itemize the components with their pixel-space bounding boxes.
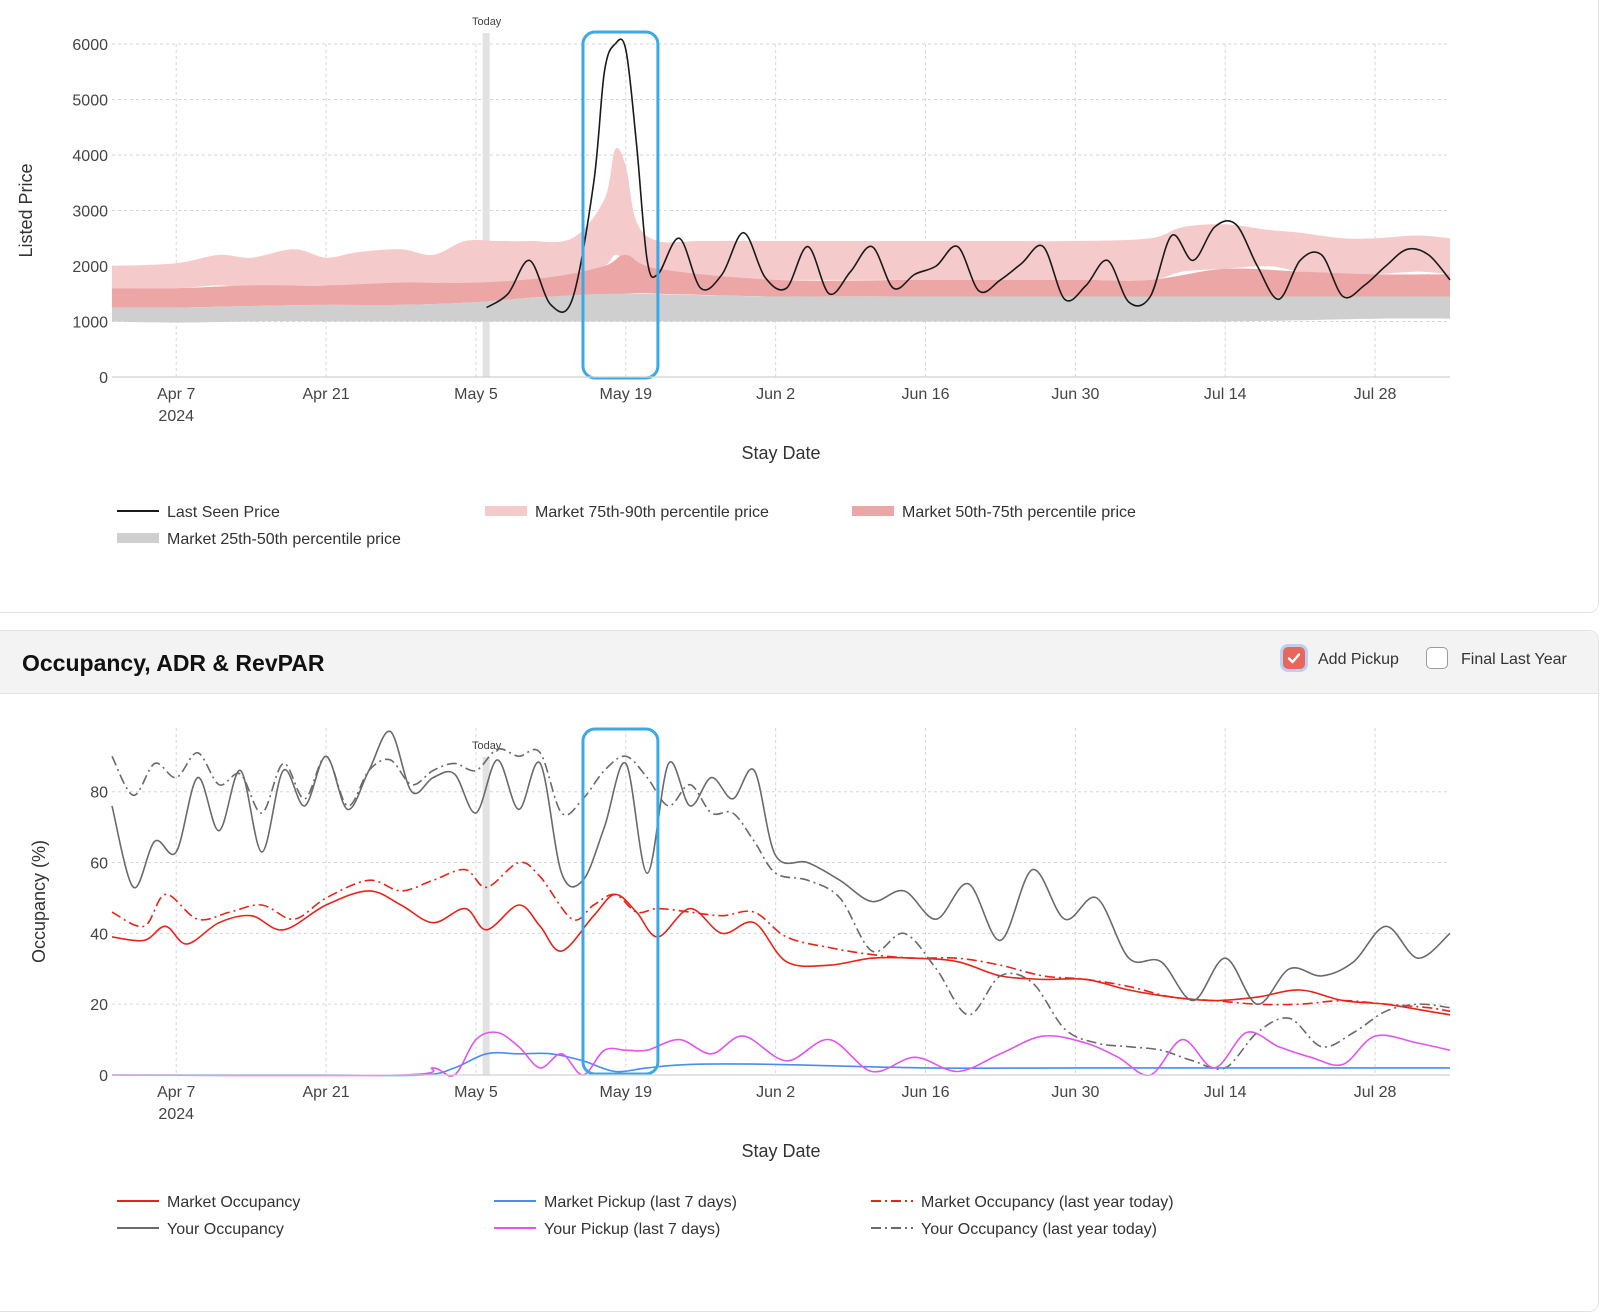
y-tick-label: 1000: [72, 315, 108, 332]
y-tick-label: 4000: [72, 148, 108, 165]
x-tick-label: Apr 21: [303, 386, 350, 403]
y-tick-label: 6000: [72, 37, 108, 54]
legend-swatch: [117, 533, 159, 543]
band-p25_50: [112, 293, 1450, 323]
x-tick-sublabel: 2024: [158, 408, 194, 425]
x-tick-label: Jun 30: [1051, 1084, 1099, 1101]
x-tick-label: Jul 28: [1354, 386, 1397, 403]
highlight-box: [581, 30, 660, 380]
today-label: Today: [472, 740, 502, 752]
x-axis-title: Stay Date: [741, 1141, 820, 1161]
y-tick-label: 2000: [72, 259, 108, 276]
legend-label: Your Occupancy (last year today): [921, 1221, 1157, 1238]
x-tick-label: May 5: [454, 1084, 498, 1101]
legend-label: Last Seen Price: [167, 504, 280, 521]
legend-item: Your Pickup (last 7 days): [494, 1221, 720, 1238]
x-tick-label: Apr 21: [303, 1084, 350, 1101]
y-tick-label: 0: [99, 370, 108, 387]
x-tick-label: Jul 14: [1204, 1084, 1247, 1101]
add-pickup-label[interactable]: Add Pickup: [1318, 651, 1399, 668]
add-pickup-checkbox[interactable]: [1283, 647, 1305, 669]
y-tick-label: 5000: [72, 93, 108, 110]
y-tick-label: 40: [90, 926, 108, 943]
x-tick-label: Jun 16: [901, 1084, 949, 1101]
today-marker: [482, 757, 490, 1075]
y-axis-title: Listed Price: [16, 163, 36, 257]
legend-label: Your Occupancy: [167, 1221, 284, 1238]
x-tick-label: Jul 14: [1204, 386, 1247, 403]
x-tick-label: May 5: [454, 386, 498, 403]
final-last-year-checkbox[interactable]: [1426, 647, 1448, 669]
line-your-occupancy-last-year-today-: [111, 748, 1451, 1070]
x-tick-label: Jun 2: [756, 1084, 795, 1101]
x-tick-label: Apr 7: [157, 1084, 195, 1101]
legend-label: Market 25th-50th percentile price: [167, 531, 401, 548]
checkmark-icon: [1287, 653, 1301, 664]
line-market-pickup-last-7-days-: [112, 1051, 1450, 1077]
legend-item: Market Pickup (last 7 days): [494, 1194, 737, 1211]
x-tick-label: Jul 28: [1354, 1084, 1397, 1101]
occupancy-chart: Today 0 20 40 60 80 Apr 7 2024 Apr 21 May 5 May 19…: [29, 727, 1451, 1238]
line-your-pickup-last-7-days-: [111, 1031, 1451, 1077]
legend-label: Market Pickup (last 7 days): [544, 1194, 737, 1211]
final-last-year-label[interactable]: Final Last Year: [1461, 651, 1567, 668]
legend-label: Market Occupancy: [167, 1194, 300, 1211]
today-marker: [482, 33, 490, 377]
y-tick-label: 0: [99, 1068, 108, 1085]
occupancy-card-header: Occupancy, ADR & RevPAR Add Pickup Final…: [0, 631, 1598, 694]
line-last-seen-price: [486, 38, 1451, 313]
x-tick-sublabel: 2024: [158, 1106, 194, 1123]
y-tick-label: 3000: [72, 204, 108, 221]
legend-label: Your Pickup (last 7 days): [544, 1221, 720, 1238]
legend-swatch: [485, 506, 527, 516]
line-your-occupancy: [111, 730, 1451, 1005]
x-tick-label: May 19: [600, 1084, 653, 1101]
y-axis-title: Occupancy (%): [29, 840, 49, 963]
x-tick-label: May 19: [600, 386, 653, 403]
y-tick-label: 80: [90, 785, 108, 802]
band-p75_90: [112, 147, 1450, 289]
x-tick-label: Jun 16: [901, 386, 949, 403]
legend-item: Your Occupancy: [117, 1221, 284, 1238]
today-label: Today: [472, 16, 502, 28]
band-p50_75: [112, 254, 1450, 308]
y-tick-label: 60: [90, 856, 108, 873]
legend-item: Market 25th-50th percentile price: [117, 531, 401, 548]
occupancy-card: Occupancy, ADR & RevPAR Add Pickup Final…: [0, 630, 1599, 1312]
legend-item: Your Occupancy (last year today): [871, 1221, 1157, 1238]
legend-item: Market Occupancy: [117, 1194, 300, 1211]
highlight-box: [581, 727, 660, 1076]
x-axis-title: Stay Date: [741, 443, 820, 463]
x-tick-label: Jun 2: [756, 386, 795, 403]
line-market-occupancy-last-year-today-: [111, 861, 1451, 1013]
legend-item: Last Seen Price: [117, 504, 280, 521]
legend-item: Market 50th-75th percentile price: [852, 504, 1136, 521]
legend-label: Market Occupancy (last year today): [921, 1194, 1174, 1211]
section-title: Occupancy, ADR & RevPAR: [22, 650, 325, 676]
x-tick-label: Jun 30: [1051, 386, 1099, 403]
y-tick-label: 20: [90, 997, 108, 1014]
legend-swatch: [852, 506, 894, 516]
legend-label: Market 75th-90th percentile price: [535, 504, 769, 521]
legend-item: Market Occupancy (last year today): [871, 1194, 1174, 1211]
price-chart: Today 0 1000 2000 3000 4000 5000 6000 Apr 7 2024 A…: [16, 16, 1451, 548]
legend-label: Market 50th-75th percentile price: [902, 504, 1136, 521]
x-tick-label: Apr 7: [157, 386, 195, 403]
legend-item: Market 75th-90th percentile price: [485, 504, 769, 521]
